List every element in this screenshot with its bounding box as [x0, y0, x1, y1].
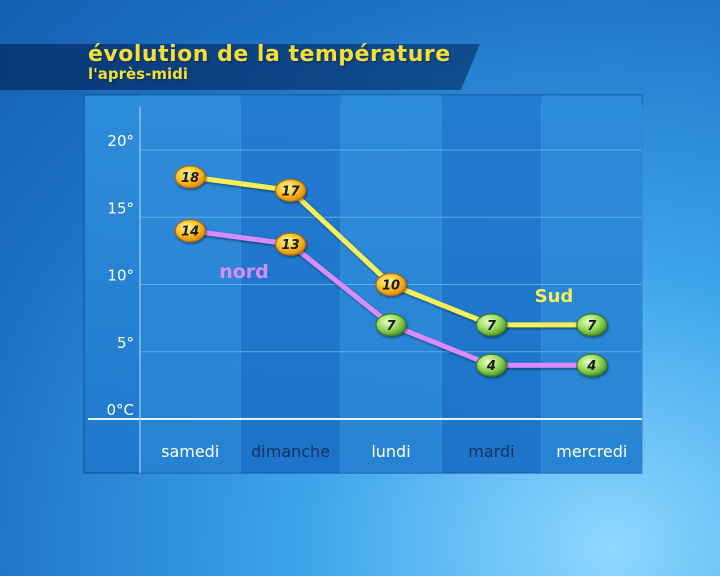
data-label: 4	[486, 359, 496, 374]
data-point-badge	[576, 353, 608, 377]
y-tick-label: 10°	[107, 267, 134, 285]
data-point-badge	[375, 313, 407, 337]
x-category-label: mercredi	[556, 442, 627, 461]
y-tick-label: 15°	[107, 199, 134, 217]
data-label: 14	[181, 225, 199, 240]
x-category-label: dimanche	[251, 442, 330, 461]
data-point-badge	[375, 272, 407, 297]
data-point-badge	[275, 178, 307, 202]
data-label: 7	[487, 319, 497, 334]
y-tick-label: 20°	[107, 132, 134, 150]
data-point-badge	[275, 232, 307, 256]
data-point-badge	[174, 165, 206, 189]
data-point-badge	[174, 219, 206, 243]
y-tick-label: 0°C	[106, 401, 134, 419]
data-label: 13	[282, 238, 300, 253]
data-label: 4	[586, 359, 596, 374]
title-band	[0, 44, 480, 90]
series-label-nord: nord	[219, 261, 269, 283]
data-label: 10	[382, 279, 400, 294]
x-category-label: mardi	[468, 442, 514, 461]
data-point-badge	[576, 313, 608, 337]
data-label: 7	[587, 319, 597, 334]
title-block: évolution de la température l'après-midi	[88, 42, 451, 83]
chart-title: évolution de la température	[88, 42, 451, 67]
data-point-badge	[475, 313, 507, 337]
x-category-label: samedi	[161, 442, 219, 461]
x-category-label: lundi	[371, 442, 410, 461]
data-point-badge	[475, 353, 507, 377]
data-label: 7	[386, 319, 396, 334]
chart-subtitle: l'après-midi	[88, 65, 188, 83]
data-label: 18	[181, 171, 199, 186]
series-label-sud: Sud	[535, 286, 574, 307]
data-label: 17	[282, 184, 301, 199]
y-tick-label: 5°	[117, 334, 134, 352]
